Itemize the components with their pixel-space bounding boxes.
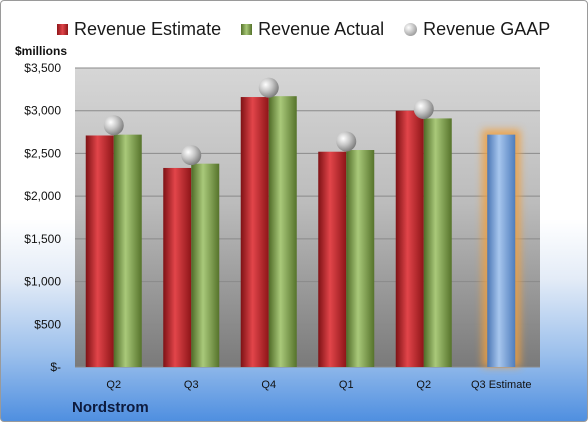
legend-item-revenue-gaap: Revenue GAAP (404, 19, 550, 40)
y-axis-label: $millions (15, 44, 68, 58)
bar-revenue-actual (191, 163, 220, 367)
y-tick-label: $2,500 (24, 146, 61, 160)
x-tick-label: Q2 (106, 379, 121, 391)
x-tick-label: Q2 (416, 379, 431, 391)
legend-swatch-revenue-gaap (404, 22, 418, 36)
x-tick-label: Q1 (339, 379, 354, 391)
bar-revenue-actual (268, 96, 297, 367)
legend-swatch-revenue-actual (241, 23, 253, 35)
legend-swatch-revenue-estimate (57, 23, 68, 35)
gaap-markers (103, 77, 434, 166)
y-tick-label: $1,500 (24, 232, 61, 246)
legend-item-revenue-estimate: Revenue Estimate (57, 19, 221, 40)
bar-q3-estimate (487, 134, 516, 367)
y-tick-label: $3,000 (24, 104, 61, 118)
bar-revenue-estimate (318, 151, 347, 367)
y-tick-label: $- (50, 360, 61, 374)
y-tick-label: $1,000 (24, 275, 61, 289)
legend-label-revenue-actual: Revenue Actual (258, 18, 385, 39)
legend-item-revenue-actual: Revenue Actual (241, 19, 384, 40)
x-tick-label: Q3 (184, 379, 199, 391)
legend-label-revenue-estimate: Revenue Estimate (74, 18, 222, 39)
bar-revenue-estimate (240, 97, 269, 367)
y-tick-label: $2,000 (24, 189, 61, 203)
y-axis-ticks: $- $500 $1,000 $1,500 $2,000 $2,500 $3,000 $3,5… (24, 61, 61, 374)
x-tick-label: Q4 (261, 379, 276, 391)
bars (85, 96, 521, 367)
plot-background (75, 68, 540, 367)
legend-label-revenue-gaap: Revenue GAAP (423, 18, 551, 39)
x-tick-label: Q3 Estimate (471, 379, 532, 391)
bar-revenue-estimate (163, 167, 192, 367)
bar-revenue-actual (113, 134, 142, 367)
marker-revenue-gaap (181, 145, 202, 166)
legend: Revenue Estimate Revenue Actual Revenue … (57, 18, 550, 40)
marker-revenue-gaap (258, 77, 279, 98)
marker-revenue-gaap (413, 99, 434, 120)
y-tick-label: $500 (34, 317, 61, 331)
bar-revenue-estimate (395, 110, 424, 367)
bar-revenue-estimate (85, 135, 114, 367)
y-tick-label: $3,500 (24, 61, 61, 75)
bar-revenue-actual (346, 150, 375, 367)
marker-revenue-gaap (103, 115, 124, 136)
company-name: Nordstrom (72, 399, 149, 416)
bar-revenue-actual (423, 118, 452, 367)
gridlines (75, 67, 540, 368)
marker-revenue-gaap (336, 131, 357, 152)
x-axis-ticks: Q2 Q3 Q4 Q1 Q2 Q3 Estimate (106, 379, 531, 391)
